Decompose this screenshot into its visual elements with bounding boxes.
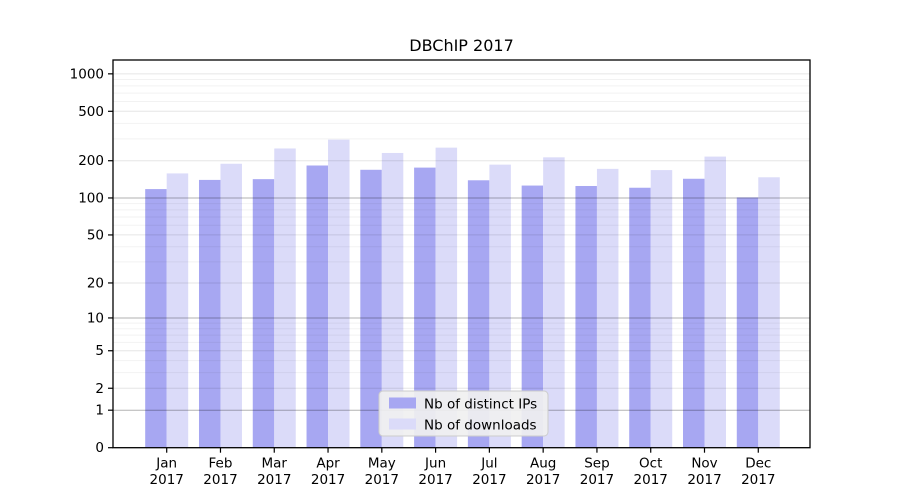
x-tick-label-year-dec: 2017 bbox=[741, 472, 775, 488]
y-tick-label-10: 10 bbox=[87, 310, 104, 326]
bar-dec-downloads bbox=[758, 177, 780, 448]
x-tick-label-year-jun: 2017 bbox=[418, 472, 452, 488]
bar-sep-downloads bbox=[596, 168, 619, 448]
legend-swatch-downloads bbox=[389, 418, 416, 430]
bar-mar-downloads bbox=[274, 148, 296, 448]
x-tick-label-month-nov: Nov bbox=[691, 456, 717, 472]
bar-may-distinct-ips bbox=[360, 169, 382, 448]
x-tick-label-year-jul: 2017 bbox=[472, 472, 506, 488]
bar-aug-downloads bbox=[543, 157, 565, 448]
bar-sep-distinct-ips bbox=[575, 185, 597, 448]
bar-jun-distinct-ips bbox=[414, 167, 436, 448]
y-tick-label-1: 1 bbox=[95, 403, 104, 419]
y-tick-label-2: 2 bbox=[95, 381, 104, 397]
y-tick-label-1000: 1000 bbox=[70, 66, 104, 82]
bar-jun-downloads bbox=[435, 147, 458, 448]
y-tick-label-100: 100 bbox=[78, 190, 104, 206]
legend-label-downloads: Nb of downloads bbox=[424, 418, 537, 434]
x-tick-label-month-aug: Aug bbox=[530, 456, 556, 472]
bar-feb-distinct-ips bbox=[198, 179, 221, 448]
y-tick-label-200: 200 bbox=[78, 153, 104, 169]
x-tick-label-month-mar: Mar bbox=[262, 456, 288, 472]
y-tick-label-0: 0 bbox=[95, 440, 104, 456]
bar-apr-distinct-ips bbox=[306, 165, 329, 448]
chart-title: DBChIP 2017 bbox=[409, 36, 514, 55]
bar-aug-distinct-ips bbox=[521, 185, 544, 448]
x-tick-label-year-oct: 2017 bbox=[634, 472, 668, 488]
legend-label-distinct-ips: Nb of distinct IPs bbox=[424, 397, 537, 413]
x-tick-label-year-nov: 2017 bbox=[687, 472, 721, 488]
x-tick-label-month-may: May bbox=[368, 456, 396, 472]
x-tick-label-month-feb: Feb bbox=[209, 456, 233, 472]
bar-nov-distinct-ips bbox=[683, 178, 705, 448]
x-tick-label-month-jan: Jan bbox=[155, 456, 177, 472]
x-tick-label-month-apr: Apr bbox=[316, 456, 340, 472]
x-tick-label-year-sep: 2017 bbox=[580, 472, 614, 488]
x-tick-label-month-dec: Dec bbox=[745, 456, 771, 472]
x-tick-label-month-jul: Jul bbox=[480, 456, 497, 472]
bar-feb-downloads bbox=[220, 163, 242, 448]
bar-jan-downloads bbox=[166, 173, 189, 448]
x-tick-label-month-jun: Jun bbox=[424, 456, 446, 472]
x-tick-label-year-jan: 2017 bbox=[150, 472, 184, 488]
bar-may-downloads bbox=[381, 152, 404, 448]
x-tick-label-year-mar: 2017 bbox=[257, 472, 291, 488]
bar-jul-downloads bbox=[489, 164, 511, 448]
bar-apr-downloads bbox=[328, 139, 350, 448]
bar-mar-distinct-ips bbox=[252, 179, 275, 448]
x-tick-label-year-may: 2017 bbox=[365, 472, 399, 488]
y-tick-label-50: 50 bbox=[87, 227, 104, 243]
x-tick-label-month-oct: Oct bbox=[639, 456, 662, 472]
x-tick-label-year-aug: 2017 bbox=[526, 472, 560, 488]
x-tick-label-month-sep: Sep bbox=[584, 456, 609, 472]
legend-swatch-distinct-ips bbox=[389, 397, 416, 409]
x-tick-label-year-feb: 2017 bbox=[203, 472, 237, 488]
bar-nov-downloads bbox=[704, 156, 726, 448]
plot-border bbox=[112, 59, 811, 449]
bar-oct-downloads bbox=[650, 170, 673, 448]
y-tick-label-20: 20 bbox=[87, 275, 104, 291]
bar-jul-distinct-ips bbox=[467, 180, 490, 448]
x-tick-label-year-apr: 2017 bbox=[311, 472, 345, 488]
legend-box bbox=[378, 390, 549, 437]
bar-jan-distinct-ips bbox=[145, 189, 167, 448]
y-tick-label-500: 500 bbox=[78, 104, 104, 120]
y-tick-label-5: 5 bbox=[95, 343, 104, 359]
bar-oct-distinct-ips bbox=[629, 187, 651, 448]
bar-dec-distinct-ips bbox=[736, 197, 759, 448]
